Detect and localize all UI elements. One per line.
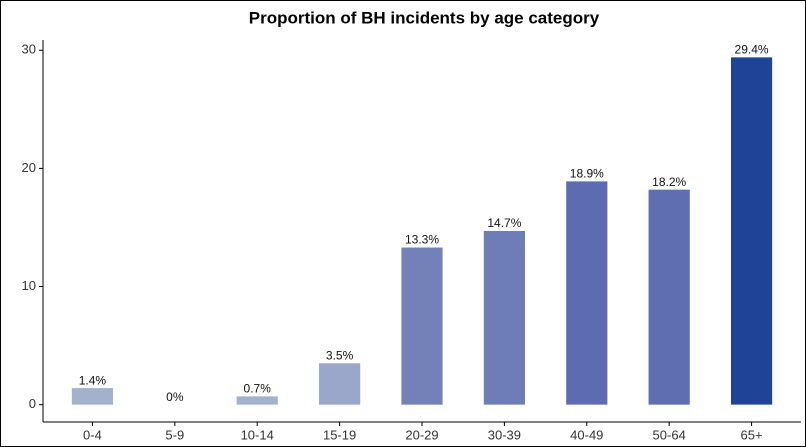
bar — [483, 231, 525, 405]
x-tick-label: 50-64 — [653, 427, 686, 442]
x-tick-label: 10-14 — [241, 427, 274, 442]
x-tick-label: 40-49 — [570, 427, 603, 442]
x-tick-label: 15-19 — [323, 427, 356, 442]
value-label: 18.9% — [570, 167, 604, 181]
x-tick-label: 20-29 — [405, 427, 438, 442]
value-label: 1.4% — [79, 373, 107, 387]
x-tick-label: 30-39 — [488, 427, 521, 442]
value-label: 18.2% — [652, 175, 686, 189]
bar — [236, 396, 278, 405]
value-label: 0.7% — [244, 382, 272, 396]
value-label: 29.4% — [735, 43, 769, 57]
bar — [648, 189, 690, 405]
value-label: 0% — [166, 390, 184, 404]
y-tick-label: 10 — [22, 278, 36, 293]
value-label: 13.3% — [405, 233, 439, 247]
value-label: 3.5% — [326, 348, 354, 362]
y-tick-label: 20 — [22, 160, 36, 175]
bar — [566, 181, 608, 405]
x-tick-label: 5-9 — [165, 427, 184, 442]
y-tick-label: 30 — [22, 42, 36, 57]
x-tick-label: 65+ — [741, 427, 763, 442]
bar — [319, 363, 361, 405]
value-label: 14.7% — [487, 216, 521, 230]
bar — [730, 57, 773, 405]
y-tick-label: 0 — [29, 396, 36, 411]
bar — [401, 247, 443, 405]
chart-title: Proportion of BH incidents by age catego… — [249, 8, 600, 27]
x-tick-label: 0-4 — [83, 427, 102, 442]
bar — [71, 388, 114, 405]
